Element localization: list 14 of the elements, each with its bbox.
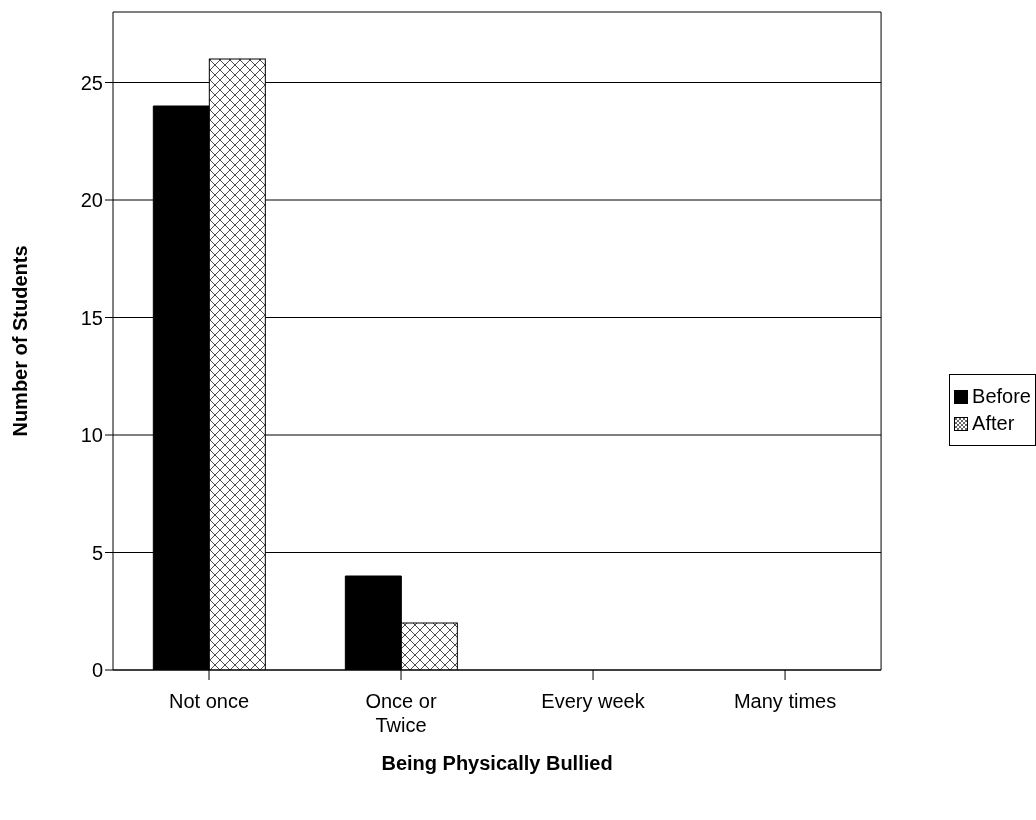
text: After <box>972 412 1015 435</box>
x-tick-label: Not once <box>168 690 250 712</box>
x-tick-label: Once or Twice <box>365 690 437 736</box>
x-axis-title: Being Physically Bullied <box>381 752 613 774</box>
y-tick-label: 25 <box>80 71 103 94</box>
y-axis-title: Number of Students <box>9 245 32 437</box>
x-tick-label: Many times <box>733 690 837 712</box>
legend-label: Before <box>972 385 1031 408</box>
y-tick-label: 0 <box>91 659 103 682</box>
x-tick-label: Every week <box>541 690 646 712</box>
y-tick-label: 5 <box>91 541 103 564</box>
y-tick-label: 15 <box>80 306 103 329</box>
y-tick-label: 20 <box>80 189 103 212</box>
y-tick-label: 10 <box>80 424 103 447</box>
